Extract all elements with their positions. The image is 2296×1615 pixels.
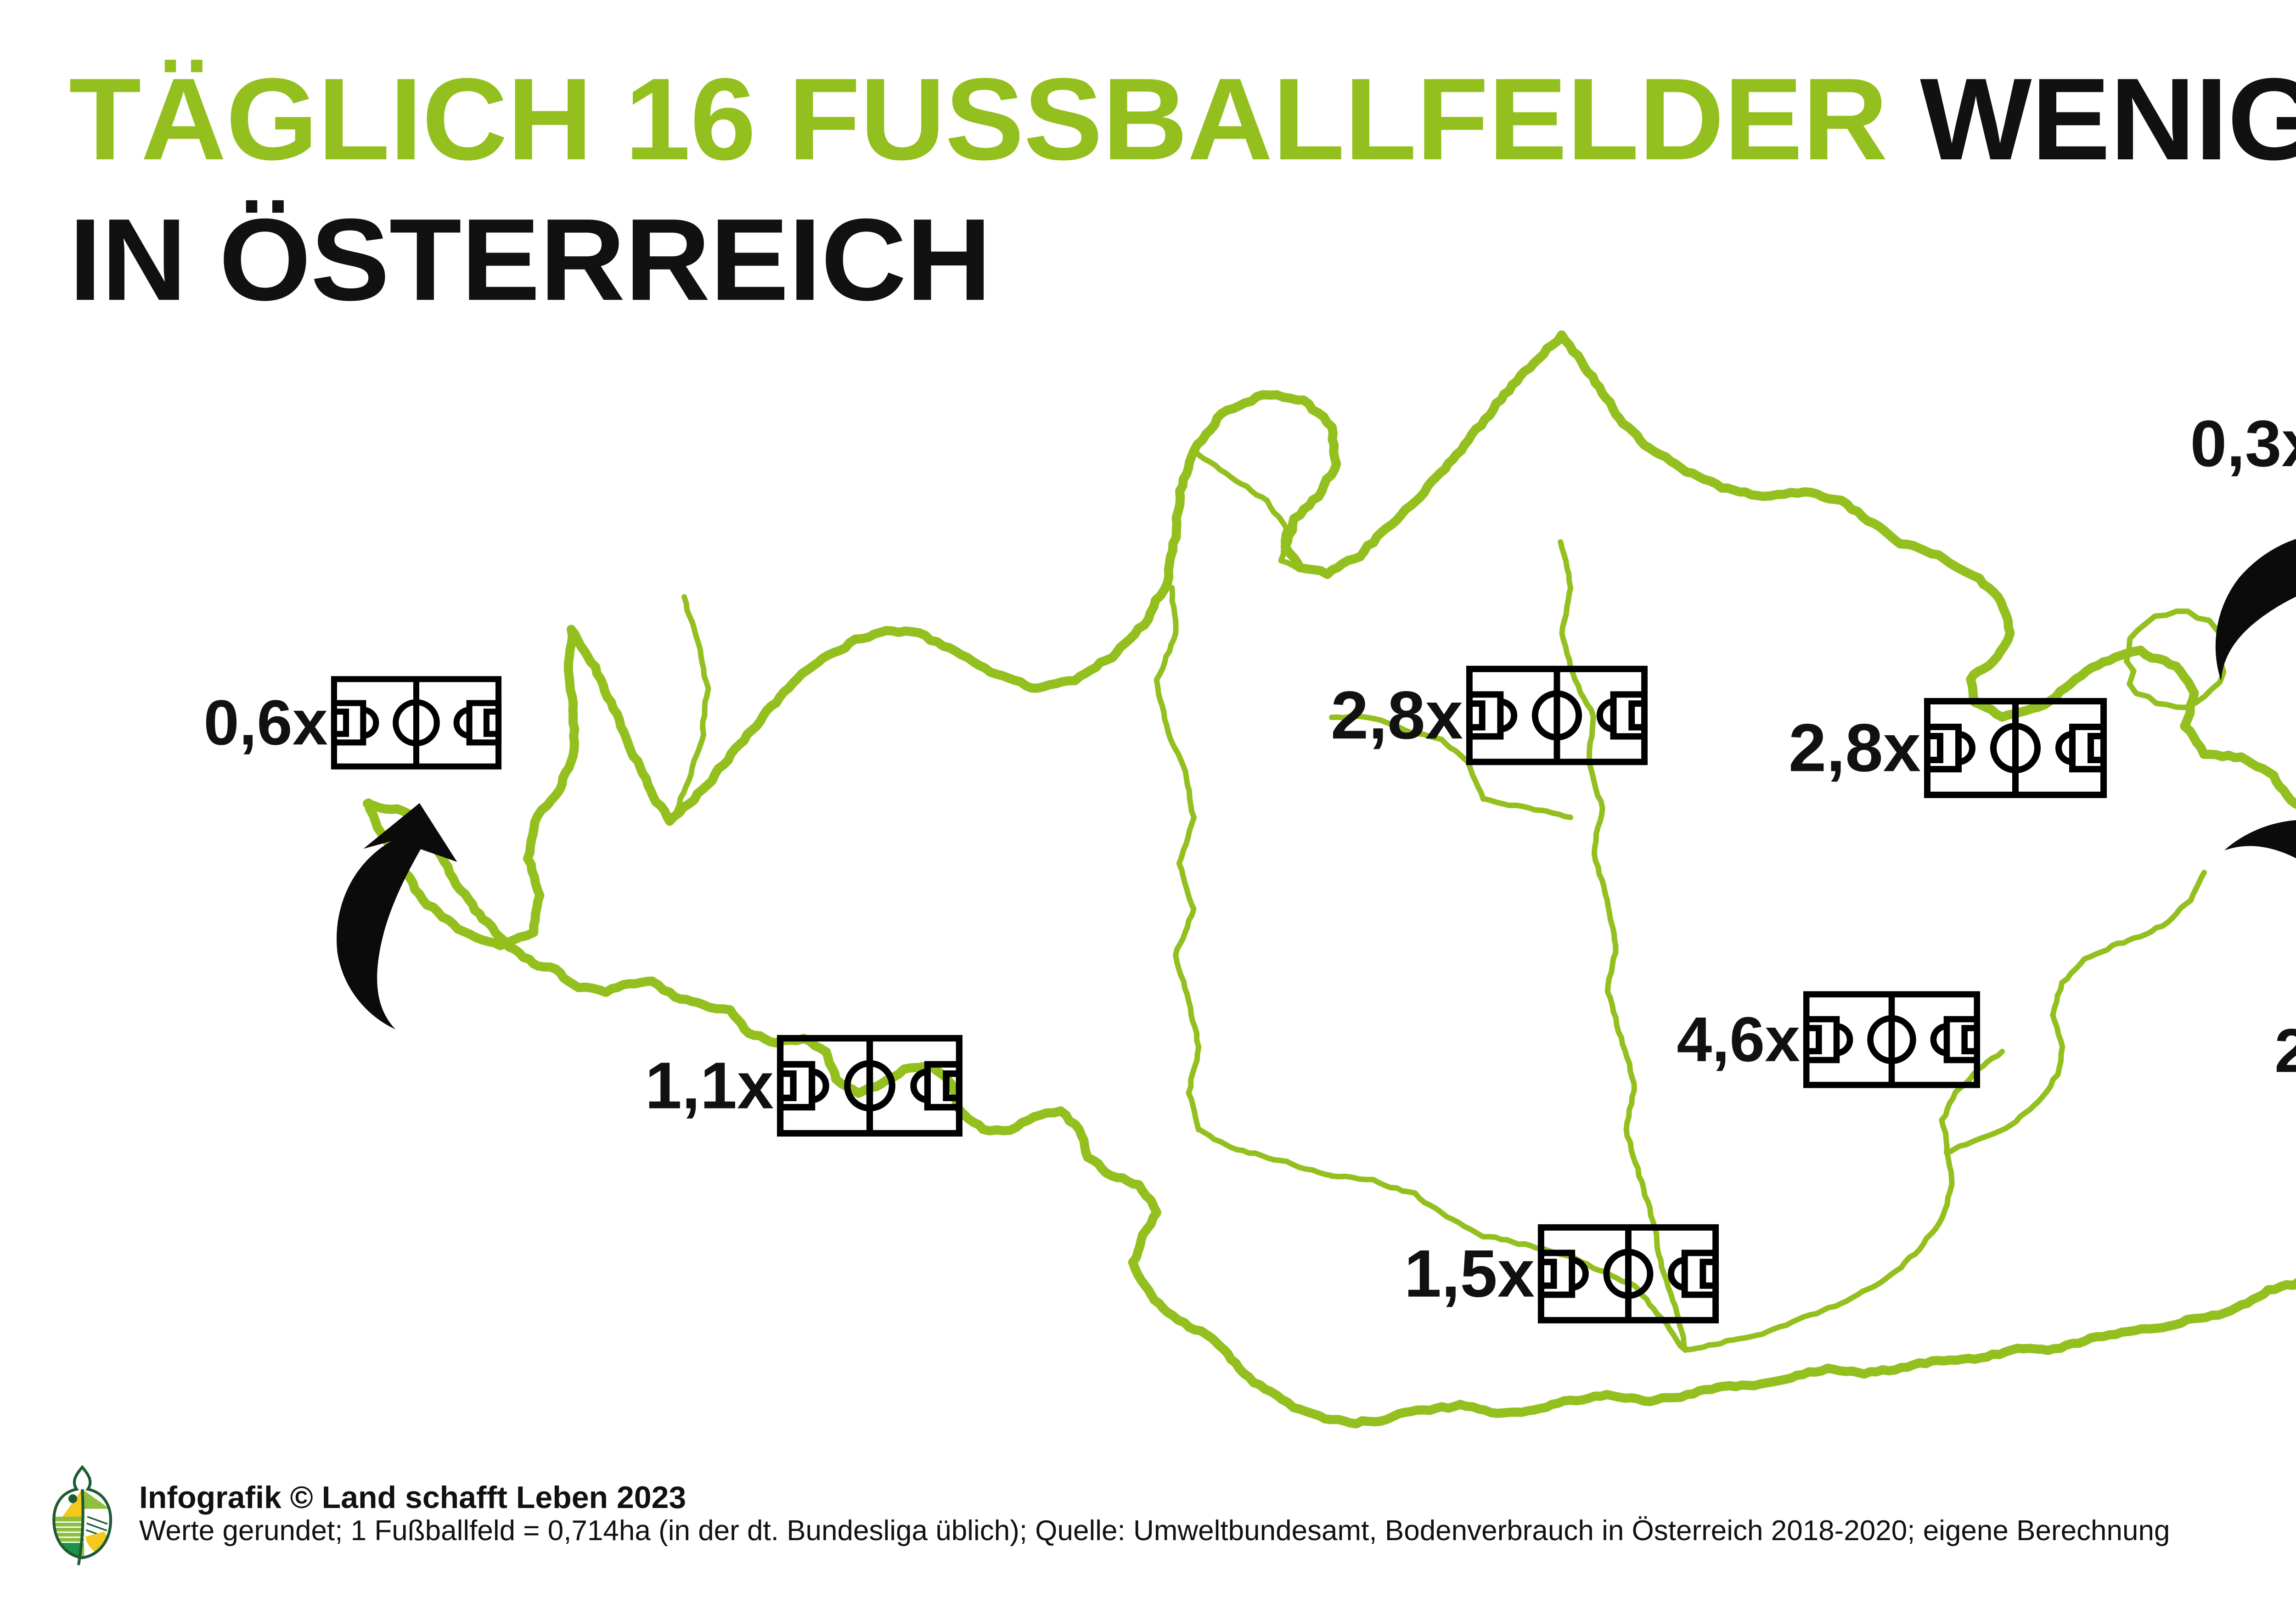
svg-text:2,8x: 2,8x: [1331, 677, 1463, 753]
svg-text:2,8x: 2,8x: [1789, 710, 1921, 786]
svg-text:1,1x: 1,1x: [645, 1049, 774, 1123]
svg-text:2,0x: 2,0x: [2274, 1016, 2296, 1085]
svg-text:1,5x: 1,5x: [1404, 1236, 1535, 1311]
svg-text:0,3x: 0,3x: [2190, 407, 2296, 480]
svg-text:0,6x: 0,6x: [203, 687, 328, 758]
svg-text:4,6x: 4,6x: [1677, 1004, 1800, 1075]
